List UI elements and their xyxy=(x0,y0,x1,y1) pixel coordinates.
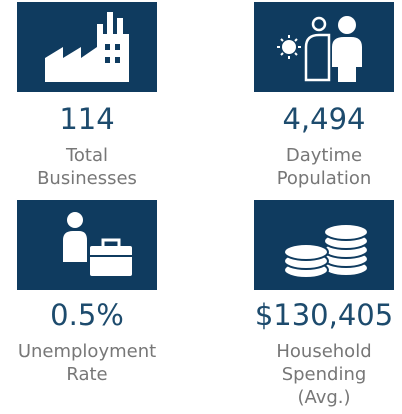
tile: 4,494 Daytime Population xyxy=(254,2,394,189)
value: $130,405 xyxy=(254,298,394,332)
tile: $130,405 Household Spending (Avg.) xyxy=(254,200,394,408)
label: Daytime Population xyxy=(214,144,402,190)
label-line: (Avg.) xyxy=(297,387,351,408)
tile: 0.5% Unemployment Rate xyxy=(17,200,157,385)
factory-icon xyxy=(17,2,157,92)
coins-icon xyxy=(254,200,394,290)
value: 114 xyxy=(59,102,115,136)
label-line: Businesses xyxy=(37,168,137,189)
label-line: Unemployment xyxy=(17,341,157,362)
label-line: Daytime xyxy=(285,145,363,166)
unemployment-icon xyxy=(17,200,157,290)
label-line: Total xyxy=(65,145,109,166)
label: Total Businesses xyxy=(0,144,197,190)
value: 4,494 xyxy=(282,102,366,136)
label-line: Population xyxy=(276,168,372,189)
tile: 114 Total Businesses xyxy=(17,2,157,189)
label-line: Spending xyxy=(281,364,367,385)
label: Household Spending (Avg.) xyxy=(214,340,402,409)
label-line: Rate xyxy=(66,364,108,385)
value: 0.5% xyxy=(50,298,124,332)
label: Unemployment Rate xyxy=(0,340,197,386)
label-line: Household xyxy=(276,341,372,362)
population-icon xyxy=(254,2,394,92)
